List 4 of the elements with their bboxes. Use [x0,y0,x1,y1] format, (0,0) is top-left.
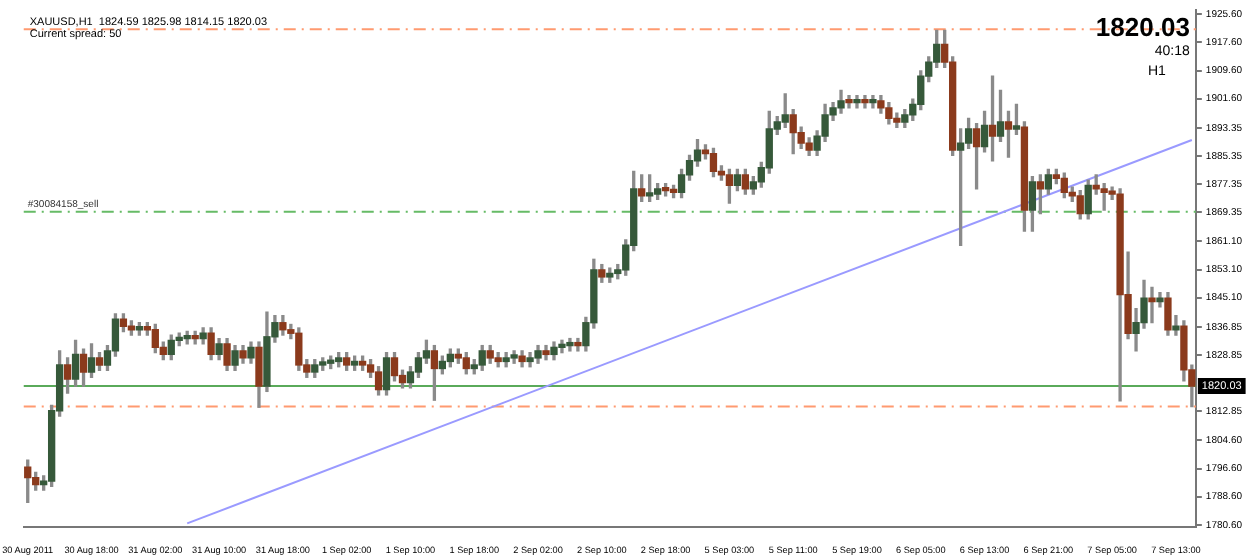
candlestick [1148,286,1156,324]
annotation: 1820.03 [1095,12,1190,43]
candlestick [1100,182,1108,211]
candlestick [1172,315,1180,336]
